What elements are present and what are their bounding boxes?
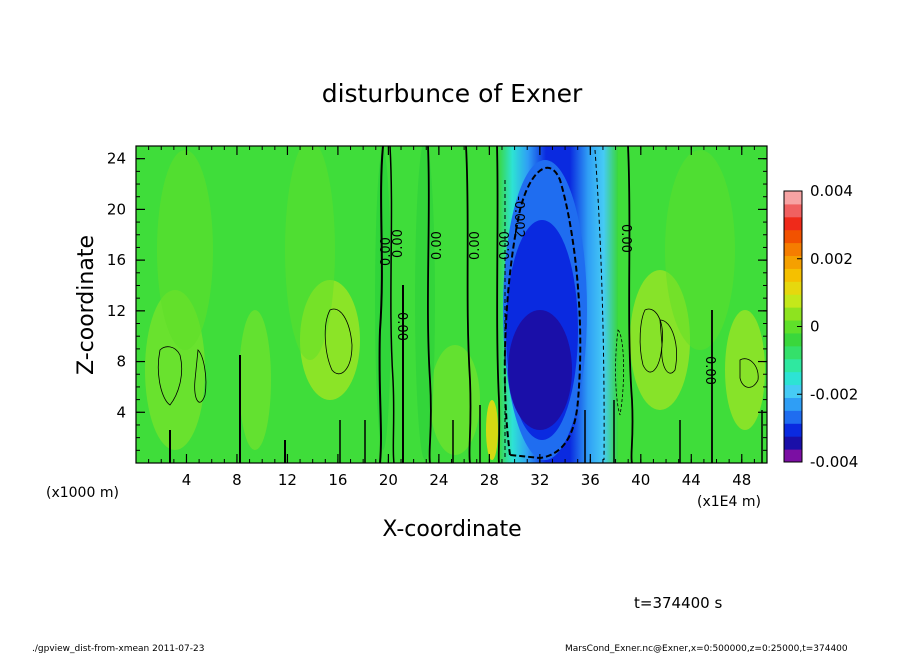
x-axis-label: X-coordinate	[382, 517, 521, 542]
x-tick-label: 20	[379, 471, 398, 489]
contour-label-group: 0.00 0.00 0.00 0.00 0.00 0.00 -0.002 0.0…	[379, 196, 717, 385]
y-tick-label: 12	[107, 302, 126, 320]
colorbar-segment	[784, 449, 802, 463]
contour-label: 0.00	[498, 231, 513, 260]
x-tick-label: 16	[328, 471, 347, 489]
x-tick-label: 8	[232, 471, 242, 489]
contour-label: 0.00	[379, 237, 394, 266]
colorbar-segment	[784, 436, 802, 450]
colorbar-tick-label: 0.002	[810, 250, 853, 268]
x-tick-label: 48	[732, 471, 751, 489]
colorbar-segment	[784, 203, 802, 218]
colorbar	[783, 190, 803, 463]
colorbar-tick-label: -0.004	[810, 453, 858, 471]
x-tick-label: 32	[530, 471, 549, 489]
colorbar-segment	[784, 358, 802, 373]
zero-contour-lines	[169, 146, 763, 463]
x-tick-label: 4	[182, 471, 192, 489]
x-tick-label: 36	[581, 471, 600, 489]
colorbar-segment	[784, 384, 802, 398]
colorbar-segment	[784, 229, 802, 244]
contour-label: 0.00	[391, 229, 406, 258]
plot-area	[136, 146, 767, 463]
footer-right: MarsCond_Exner.nc@Exner,x=0:500000,z=0:2…	[565, 644, 848, 654]
colorbar-segment	[784, 332, 802, 347]
colorbar-segment	[784, 410, 802, 424]
colorbar-segment	[784, 191, 802, 205]
colorbar-segment	[784, 371, 802, 386]
chart-title: disturbunce of Exner	[322, 79, 583, 108]
colorbar-segment	[784, 345, 802, 360]
colorbar-tick-label: -0.002	[810, 385, 858, 403]
x-axis-ticks: 4 8 12 16 20 24 28 32 36 40 44 48	[148, 146, 755, 489]
y-tick-label: 8	[116, 353, 126, 371]
footer-left: ./gpview_dist-from-xmean 2011-07-23	[32, 644, 204, 654]
colorbar-tick-label: 0	[810, 318, 820, 336]
colorbar-segment	[784, 294, 802, 308]
contour-label: 0.00	[394, 312, 409, 341]
contour-label: -0.002	[511, 196, 526, 238]
colorbar-segment	[784, 255, 802, 269]
contour-label: 0.00	[702, 356, 717, 385]
x-tick-label: 40	[631, 471, 650, 489]
contour-label: 0.00	[430, 231, 445, 260]
colorbar-tick-label: 0.004	[810, 182, 853, 200]
y-tick-label: 24	[107, 150, 126, 168]
colorbar-segment	[784, 242, 802, 257]
colorbar-segment	[784, 307, 802, 321]
colorbar-segment	[784, 281, 802, 295]
colorbar-segment	[784, 320, 802, 334]
y-tick-label: 4	[116, 403, 126, 421]
contour-label: 0.00	[618, 224, 633, 253]
colorbar-segment	[784, 397, 802, 411]
colorbar-segment	[784, 216, 802, 231]
y-tick-label: 20	[107, 200, 126, 218]
positive-contours	[157, 308, 759, 416]
colorbar-segment	[784, 268, 802, 282]
x-unit-note-right: (x1E4 m)	[697, 494, 761, 510]
x-tick-label: 28	[480, 471, 499, 489]
x-tick-label: 24	[429, 471, 448, 489]
x-tick-label: 12	[278, 471, 297, 489]
x-tick-label: 44	[682, 471, 701, 489]
contour-label: 0.00	[468, 231, 483, 260]
time-label: t=374400 s	[634, 594, 722, 612]
y-axis-label: Z-coordinate	[74, 235, 99, 375]
colorbar-segment	[784, 423, 802, 437]
colorbar-ticks: 0.004 0.002 0 -0.002 -0.004	[797, 182, 858, 471]
y-tick-label: 16	[107, 251, 126, 269]
x-unit-note-left: (x1000 m)	[46, 485, 119, 501]
negative-anomaly-core	[498, 146, 618, 463]
y-axis-ticks: 4 8 12 16 20 24	[107, 150, 767, 451]
